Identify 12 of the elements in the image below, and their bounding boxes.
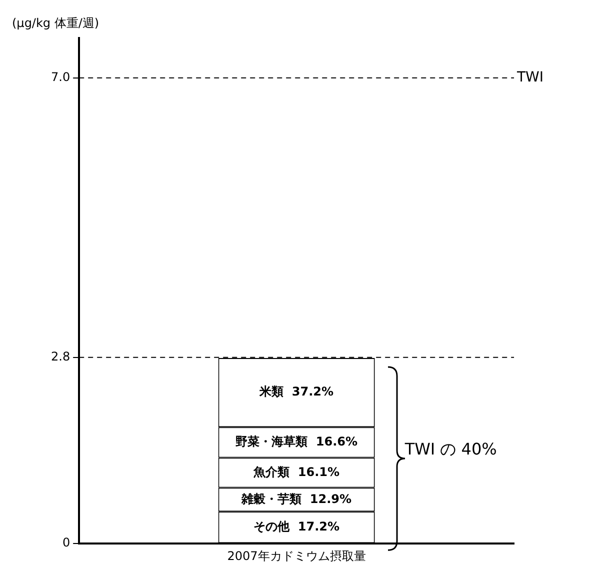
series-label: 野菜・海草類 16.6% [236, 434, 358, 449]
series-label: 魚介類 16.1% [252, 464, 340, 479]
annotation: TWI の 40% [404, 440, 497, 459]
series-label: その他 17.2% [254, 520, 340, 534]
y-tick-label: 2.8 [50, 349, 70, 364]
series-label: 雑穀・芋類 12.9% [240, 492, 352, 506]
series-label: 米類 37.2% [258, 384, 334, 399]
y-axis-title: (μg/kg 体重/週) [12, 16, 100, 30]
ref-line-label: TWI [516, 70, 544, 86]
x-tick-label: 2007年カドミウム摂取量 [227, 548, 366, 563]
y-tick-label: 0 [62, 536, 70, 550]
y-tick-label: 7.0 [50, 70, 70, 84]
